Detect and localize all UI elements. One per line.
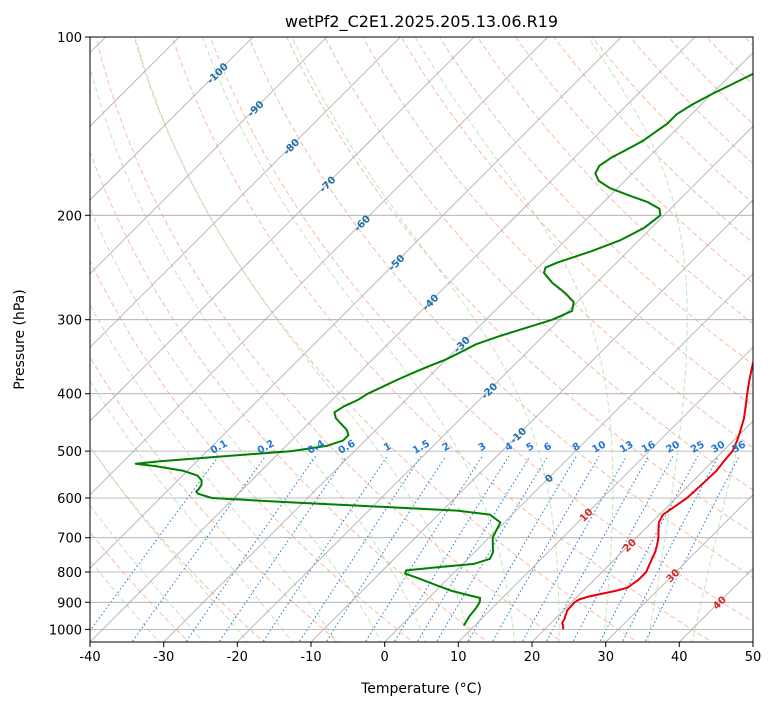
- mixing-ratio-line: [491, 455, 600, 642]
- mixing-ratio-line: [185, 455, 317, 642]
- x-tick-label: 50: [745, 650, 762, 665]
- y-axis-label: Pressure (hPa): [12, 289, 28, 389]
- x-tick-label: -20: [227, 650, 248, 665]
- dry-adiabat: [770, 24, 775, 645]
- x-tick-label: 40: [671, 650, 688, 665]
- mixing-ratio-label: 8: [571, 441, 583, 454]
- series-lines: [134, 72, 753, 630]
- dry-adiabat: [438, 37, 753, 366]
- isotherm-line: [384, 273, 753, 642]
- dry-adiabat: [248, 37, 753, 578]
- isotherm-line: [90, 37, 622, 569]
- y-tick-label: 400: [57, 388, 82, 403]
- x-tick-label: -40: [79, 650, 100, 665]
- mixing-ratio-line: [131, 455, 267, 642]
- y-tick-label: 700: [57, 532, 82, 547]
- moist-adiabat: [90, 65, 427, 642]
- mixing-ratio-line: [298, 455, 422, 642]
- moist-adiabat: [90, 445, 249, 642]
- y-tick-label: 800: [57, 566, 82, 581]
- x-tick-label: 0: [381, 650, 389, 665]
- plot-background: [90, 37, 753, 642]
- dry-adiabat: [171, 37, 713, 642]
- mixing-ratio-line: [90, 455, 220, 632]
- y-tick-label: 200: [57, 209, 82, 224]
- mixing-ratio-line: [572, 455, 674, 642]
- chart-title: wetPf2_C2E1.2025.205.13.06.R19: [285, 12, 558, 32]
- isotherm-line: [752, 641, 753, 642]
- dry-adiabat: [324, 37, 753, 491]
- mixing-ratio-label: 2: [441, 441, 453, 454]
- dry-adiabat: [90, 150, 489, 642]
- mixing-ratio-line: [599, 455, 699, 642]
- isotherm-line: [90, 37, 254, 201]
- gridlines: [90, 37, 753, 642]
- isotherm-line: [90, 37, 327, 275]
- isotherm-line: [531, 420, 753, 642]
- x-axis-label: Temperature (°C): [360, 681, 482, 697]
- isotherm-line: [310, 199, 753, 642]
- moist-adiabat: [90, 380, 293, 642]
- mixing-ratio-line: [521, 455, 627, 642]
- isotherm-line: [458, 346, 753, 642]
- y-tick-label: 500: [57, 445, 82, 460]
- mixing-ratio-label: 5: [525, 441, 537, 454]
- x-tick-label: 10: [450, 650, 467, 665]
- isotherm-line: [90, 37, 475, 422]
- mixing-ratio-line: [466, 455, 577, 642]
- y-tick-label: 900: [57, 596, 82, 611]
- isotherm-line: [163, 52, 753, 642]
- isotherm-line: [90, 37, 401, 348]
- isotherm-line: [90, 37, 548, 496]
- mixing-ratio-label: 3: [477, 441, 489, 454]
- dewpoint-line: [134, 72, 753, 627]
- mixing-ratio-line: [218, 455, 347, 642]
- isotherm-line: [237, 125, 753, 642]
- x-tick-label: -10: [300, 650, 321, 665]
- mixing-ratio-line: [325, 455, 447, 642]
- x-tick-label: 20: [524, 650, 541, 665]
- mixing-ratio-label: 1: [382, 441, 394, 454]
- y-tick-label: 1000: [49, 623, 82, 638]
- x-tick-label: 30: [597, 650, 614, 665]
- mixing-ratio-label: 4: [503, 441, 515, 454]
- isotherm-line: [90, 37, 696, 642]
- y-tick-label: 100: [57, 31, 82, 46]
- y-tick-label: 300: [57, 314, 82, 329]
- isotherm-line: [605, 494, 753, 642]
- x-tick-label: -30: [153, 650, 174, 665]
- temperature-line: [561, 359, 753, 630]
- mixing-ratio-label: 6: [542, 441, 554, 454]
- plot-frame: [89, 36, 754, 643]
- axis-ticks: -40 -30 -20 -10 0 10 20 30 40 50 100 200 300 400 500 60…: [49, 31, 761, 665]
- dry-adiabat: [286, 37, 753, 534]
- y-tick-label: 600: [57, 492, 82, 507]
